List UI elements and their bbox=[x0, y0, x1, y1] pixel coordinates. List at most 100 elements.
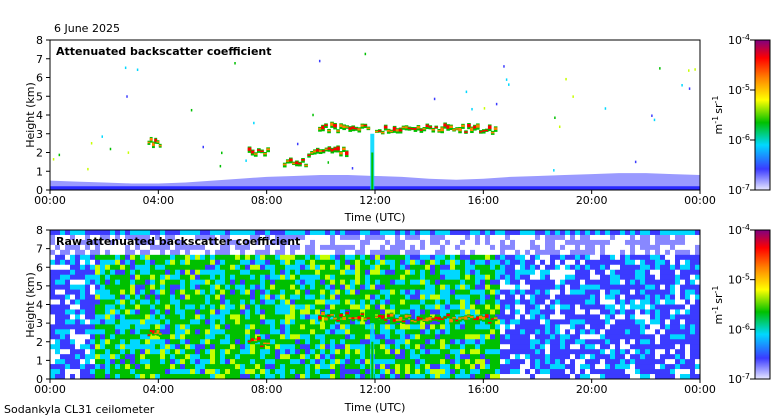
noise-cell bbox=[445, 239, 451, 246]
noise-cell bbox=[65, 369, 71, 375]
y-tick-label: 8 bbox=[36, 224, 43, 237]
noise-cell bbox=[65, 359, 71, 365]
noise-cell bbox=[580, 244, 586, 251]
noise-cell bbox=[140, 230, 146, 236]
noise-cell bbox=[520, 334, 526, 340]
noise-cell bbox=[310, 239, 316, 246]
noise-cell bbox=[140, 249, 146, 256]
noise-cell bbox=[560, 314, 566, 320]
noise-cell bbox=[315, 249, 321, 256]
noise-cell bbox=[310, 344, 316, 350]
noise-cell bbox=[530, 289, 536, 296]
noise-cell bbox=[125, 230, 131, 236]
noise-cell bbox=[365, 254, 371, 261]
noise-cell bbox=[675, 369, 681, 375]
noise-cell bbox=[220, 294, 226, 301]
noise-cell bbox=[140, 289, 146, 296]
noise-cell bbox=[315, 294, 321, 301]
noise-cell bbox=[670, 239, 676, 246]
noise-cell bbox=[670, 314, 676, 320]
noise-cell bbox=[370, 269, 376, 276]
noise-cell bbox=[525, 244, 531, 251]
noise-cell bbox=[615, 254, 621, 261]
noise-cell bbox=[130, 369, 136, 375]
noise-cell bbox=[240, 254, 246, 261]
noise-cell bbox=[75, 324, 81, 330]
noise-cell bbox=[415, 364, 421, 370]
noise-cell bbox=[500, 299, 506, 305]
noise-cell bbox=[590, 304, 596, 310]
cloud-core-cell bbox=[479, 315, 483, 319]
noise-cell bbox=[455, 274, 461, 281]
noise-cell bbox=[480, 279, 486, 286]
noise-cell bbox=[635, 334, 641, 340]
cloud-core-cell bbox=[351, 126, 356, 130]
noise-cell bbox=[380, 309, 386, 315]
noise-cell bbox=[290, 349, 296, 355]
noise-cell bbox=[265, 274, 271, 281]
noise-cell bbox=[630, 369, 636, 375]
noise-cell bbox=[530, 339, 536, 345]
noise-cell bbox=[580, 284, 586, 291]
noise-cell bbox=[220, 374, 226, 379]
noise-cell bbox=[690, 364, 696, 370]
colorbar-label-attenuated: m-1sr-1 bbox=[711, 96, 725, 135]
noise-cell bbox=[460, 364, 466, 370]
noise-cell bbox=[315, 289, 321, 296]
noise-cell bbox=[175, 364, 181, 370]
noise-cell bbox=[620, 294, 626, 301]
noise-cell bbox=[295, 329, 301, 335]
noise-cell bbox=[345, 304, 351, 310]
noise-cell bbox=[605, 244, 611, 251]
noise-cell bbox=[435, 364, 441, 370]
noise-cell bbox=[675, 264, 681, 271]
noise-cell bbox=[685, 289, 691, 296]
noise-cell bbox=[605, 319, 611, 325]
noise-cell bbox=[635, 284, 641, 291]
noise-cell bbox=[465, 354, 471, 360]
noise-cell bbox=[265, 314, 271, 320]
noise-cell bbox=[235, 304, 241, 310]
noise-cell bbox=[55, 234, 61, 241]
noise-cell bbox=[515, 230, 521, 236]
noise-cell bbox=[305, 304, 311, 310]
noise-cell bbox=[95, 359, 101, 365]
noise-cell bbox=[550, 309, 556, 315]
noise-cell bbox=[600, 234, 606, 241]
noise-cell bbox=[360, 359, 366, 365]
cloud-core-cell bbox=[345, 126, 349, 128]
noise-cell bbox=[415, 294, 421, 301]
noise-cell bbox=[520, 234, 526, 241]
cloud-layer bbox=[318, 121, 371, 134]
noise-cell bbox=[440, 259, 446, 266]
noise-cell bbox=[320, 244, 326, 251]
noise-cell bbox=[280, 234, 286, 241]
noise-cell bbox=[480, 364, 486, 370]
noise-cell bbox=[610, 319, 616, 325]
cloud-core-cell bbox=[339, 314, 343, 317]
noise-cell bbox=[615, 249, 621, 256]
noise-cell bbox=[540, 249, 546, 256]
noise-cell bbox=[680, 359, 686, 365]
noise-cell bbox=[115, 274, 121, 281]
noise-cell bbox=[235, 374, 241, 379]
noise-cell bbox=[545, 299, 551, 305]
noise-cell bbox=[535, 254, 541, 261]
noise-cell bbox=[435, 334, 441, 340]
noise-cell bbox=[655, 259, 661, 266]
noise-cell bbox=[305, 349, 311, 355]
noise-cell bbox=[220, 354, 226, 360]
noise-cell bbox=[570, 364, 576, 370]
noise-cell bbox=[75, 354, 81, 360]
noise-cell bbox=[410, 230, 416, 236]
noise-cell bbox=[655, 234, 661, 241]
noise-cell bbox=[500, 289, 506, 296]
noise-cell bbox=[300, 344, 306, 350]
noise-cell bbox=[105, 369, 111, 375]
noise-cell bbox=[235, 234, 241, 241]
noise-cell bbox=[380, 299, 386, 305]
noise-cell bbox=[240, 359, 246, 365]
noise-cell bbox=[600, 314, 606, 320]
noise-cell bbox=[560, 334, 566, 340]
cloud-core-cell bbox=[313, 150, 317, 153]
